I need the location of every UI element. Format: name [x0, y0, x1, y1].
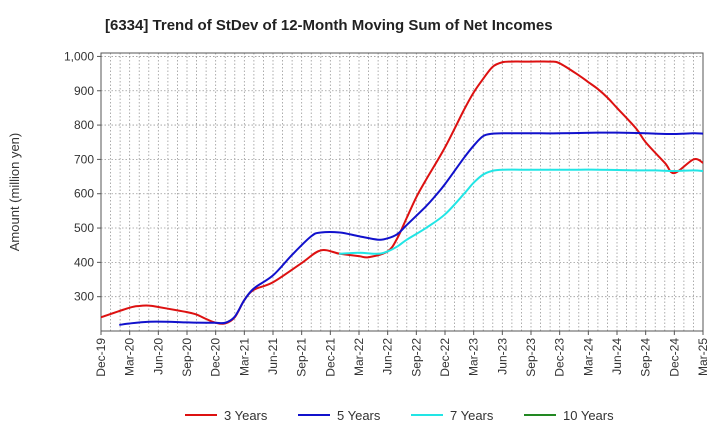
legend-label-5-years: 5 Years — [337, 408, 381, 423]
x-tick-label: Dec-20 — [209, 338, 223, 377]
x-tick-label: Jun-22 — [381, 338, 395, 375]
legend: 3 Years 5 Years 7 Years 10 Years — [185, 408, 614, 423]
x-tick-label: Dec-23 — [553, 338, 567, 377]
y-tick-label: 600 — [74, 187, 94, 201]
y-tick-label: 500 — [74, 221, 94, 235]
series-line-5-years — [119, 131, 703, 326]
series-lines — [101, 60, 703, 326]
x-tick-label: Sep-20 — [180, 338, 194, 377]
legend-label-10-years: 10 Years — [563, 408, 614, 423]
y-tick-label: 1,000 — [64, 49, 94, 63]
x-tick-label: Dec-22 — [438, 338, 452, 377]
x-tick-label: Jun-24 — [610, 338, 624, 375]
x-tick-label: Sep-23 — [524, 338, 538, 377]
x-tick-label: Mar-21 — [237, 338, 251, 376]
x-tick-label: Sep-21 — [295, 338, 309, 377]
legend-label-7-years: 7 Years — [450, 408, 494, 423]
x-tick-label: Dec-19 — [94, 338, 108, 377]
legend-label-3-years: 3 Years — [224, 408, 268, 423]
x-tick-label: Jun-21 — [266, 338, 280, 375]
x-tick-label: Mar-24 — [581, 338, 595, 376]
x-tick-label: Jun-23 — [495, 338, 509, 375]
y-tick-label: 400 — [74, 255, 94, 269]
chart-title: [6334] Trend of StDev of 12-Month Moving… — [105, 17, 553, 34]
series-line-3-years — [101, 60, 703, 325]
x-tick-label: Sep-24 — [639, 338, 653, 377]
x-tick-label: Mar-22 — [352, 338, 366, 376]
x-tick-label: Mar-20 — [123, 338, 137, 376]
x-tick-label: Mar-25 — [696, 338, 710, 376]
y-tick-label: 700 — [74, 152, 94, 166]
x-tick-label: Dec-21 — [323, 338, 337, 377]
y-tick-label: 800 — [74, 118, 94, 132]
x-ticks: Dec-19 Mar-20 Jun-20 Sep-20 Dec-20 Mar-21 Jun-… — [94, 331, 710, 377]
y-tick-label: 900 — [74, 84, 94, 98]
plot-frame — [100, 52, 704, 332]
series-line-7-years — [338, 168, 703, 255]
y-axis-label: Amount (million yen) — [7, 133, 22, 252]
grid — [101, 53, 703, 331]
x-tick-label: Mar-23 — [467, 338, 481, 376]
x-tick-label: Jun-20 — [151, 338, 165, 375]
x-tick-label: Dec-24 — [667, 338, 681, 377]
y-ticks: 300 400 500 600 700 800 900 1,000 — [64, 49, 101, 304]
x-tick-label: Sep-22 — [409, 338, 423, 377]
y-tick-label: 300 — [74, 290, 94, 304]
